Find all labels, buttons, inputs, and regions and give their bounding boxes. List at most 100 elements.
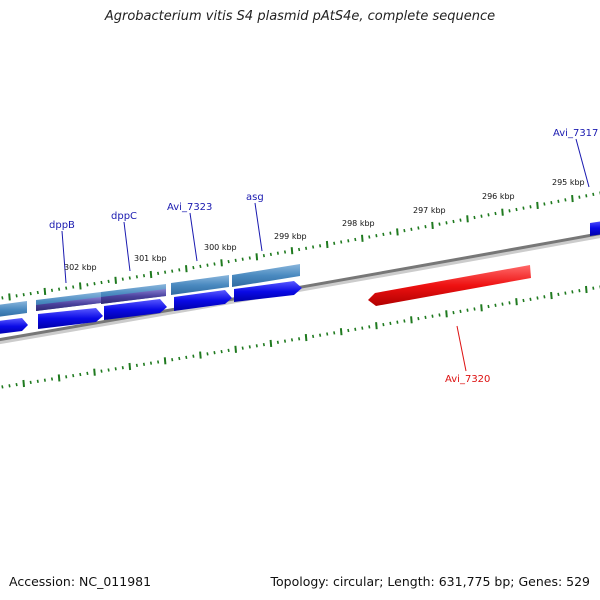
minor-tick xyxy=(290,338,294,342)
major-tick xyxy=(255,253,259,261)
leader-line-dppC xyxy=(123,221,131,272)
tick-label: 299 kbp xyxy=(274,232,307,241)
inner-tick-ring xyxy=(1,285,600,389)
accession-text: Accession: NC_011981 xyxy=(9,574,152,589)
minor-tick xyxy=(227,348,230,353)
cds-feature[interactable] xyxy=(0,301,27,318)
leader-line-Avi_7317 xyxy=(575,138,590,188)
major-tick xyxy=(501,208,504,216)
gene-arrow-dppC[interactable] xyxy=(104,299,167,320)
gene-arrow-dppB[interactable] xyxy=(38,308,103,329)
minor-tick xyxy=(585,194,588,198)
minor-tick xyxy=(86,371,89,376)
minor-tick xyxy=(592,192,595,197)
minor-tick xyxy=(319,244,322,248)
minor-tick xyxy=(65,375,68,379)
gene-arrow-Avi_7317[interactable] xyxy=(590,220,600,236)
minor-tick xyxy=(283,250,287,254)
minor-tick xyxy=(466,308,469,312)
gene-label-asg[interactable]: asg xyxy=(246,192,264,203)
tick-label: 296 kbp xyxy=(482,192,515,201)
minor-tick xyxy=(480,214,483,218)
major-tick xyxy=(220,259,223,267)
gene-arrow-asg[interactable] xyxy=(234,281,302,302)
minor-tick xyxy=(241,257,244,261)
gene-label-Avi_7320[interactable]: Avi_7320 xyxy=(445,374,490,385)
minor-tick xyxy=(283,339,287,343)
major-tick xyxy=(234,345,237,353)
minor-tick xyxy=(396,320,399,324)
minor-tick xyxy=(29,380,32,385)
gene-label-Avi_7317[interactable]: Avi_7317 xyxy=(553,128,598,139)
minor-tick xyxy=(107,279,110,284)
minor-tick xyxy=(121,366,124,370)
minor-tick xyxy=(312,245,315,249)
minor-tick xyxy=(93,282,96,286)
cds-feature-asg[interactable] xyxy=(232,264,300,287)
minor-tick xyxy=(494,211,497,216)
minor-tick xyxy=(417,226,420,230)
minor-tick xyxy=(248,345,251,349)
minor-tick xyxy=(50,288,54,292)
minor-tick xyxy=(72,285,75,289)
minor-tick xyxy=(487,213,490,217)
major-tick xyxy=(585,285,588,294)
map-title: Agrobacterium vitis S4 plasmid pAtS4e, c… xyxy=(104,9,496,24)
gene-label-dppB[interactable]: dppB xyxy=(49,220,75,231)
major-tick xyxy=(410,316,413,324)
cds-feature-dppB[interactable] xyxy=(36,292,101,311)
minor-tick xyxy=(121,277,124,281)
minor-tick xyxy=(262,253,265,258)
minor-tick xyxy=(368,325,371,329)
major-tick xyxy=(290,247,294,255)
minor-tick xyxy=(157,271,160,276)
gene-arrow[interactable] xyxy=(0,318,28,335)
minor-tick xyxy=(536,296,539,300)
minor-tick xyxy=(29,291,32,296)
minor-tick xyxy=(424,225,427,229)
major-tick xyxy=(304,334,308,342)
minor-tick xyxy=(515,207,518,212)
cds-feature-Avi_7323[interactable] xyxy=(171,275,229,295)
minor-tick xyxy=(1,296,4,300)
major-tick xyxy=(269,339,273,347)
stats-text: Topology: circular; Length: 631,775 bp; … xyxy=(270,574,591,589)
minor-tick xyxy=(305,246,308,250)
major-tick xyxy=(114,276,117,284)
gene-label-Avi_7323[interactable]: Avi_7323 xyxy=(167,202,212,213)
gene-arrow-Avi_7323[interactable] xyxy=(174,290,232,311)
minor-tick xyxy=(241,346,244,350)
leader-line-asg xyxy=(254,202,263,252)
minor-tick xyxy=(452,219,455,224)
major-tick xyxy=(571,195,574,203)
minor-tick xyxy=(135,363,138,368)
minor-tick xyxy=(178,268,181,272)
tick-label: 297 kbp xyxy=(413,206,446,215)
minor-tick xyxy=(79,372,82,377)
minor-tick xyxy=(438,222,441,226)
leader-line-Avi_7320 xyxy=(456,325,467,372)
minor-tick xyxy=(22,293,25,297)
gene-label-dppC[interactable]: dppC xyxy=(111,211,137,222)
minor-tick xyxy=(389,231,392,235)
minor-tick xyxy=(185,355,188,360)
minor-tick xyxy=(114,367,117,371)
minor-tick xyxy=(361,326,364,330)
minor-tick xyxy=(557,292,560,297)
major-tick xyxy=(361,234,364,242)
minor-tick xyxy=(494,303,497,307)
major-tick xyxy=(43,287,47,295)
minor-tick xyxy=(15,382,18,387)
gene-arrow-Avi_7320[interactable] xyxy=(368,265,531,306)
cds-feature-dppC[interactable] xyxy=(101,284,166,304)
major-tick xyxy=(480,304,483,312)
minor-tick xyxy=(107,368,110,372)
tick-label: 298 kbp xyxy=(342,219,375,228)
minor-tick xyxy=(375,234,378,238)
minor-tick xyxy=(347,328,350,333)
minor-tick xyxy=(8,384,11,388)
minor-tick xyxy=(50,377,54,381)
minor-tick xyxy=(36,379,39,383)
minor-tick xyxy=(199,264,202,269)
